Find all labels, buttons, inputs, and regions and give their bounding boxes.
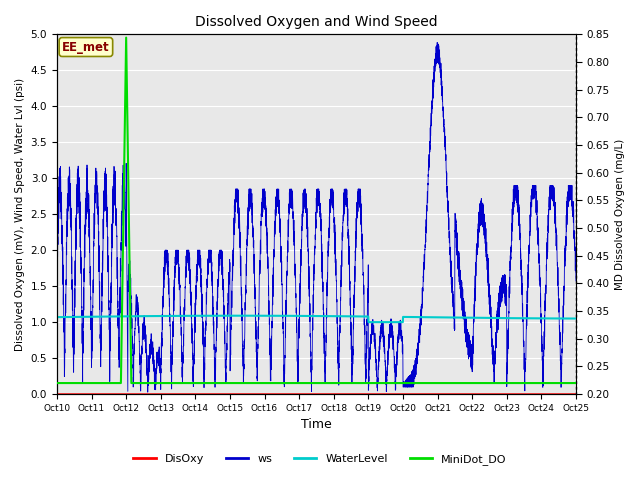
X-axis label: Time: Time [301,419,332,432]
Legend: DisOxy, ws, WaterLevel, MiniDot_DO: DisOxy, ws, WaterLevel, MiniDot_DO [129,450,511,469]
Text: EE_met: EE_met [62,40,109,54]
Y-axis label: MD Dissolved Oxygen (mg/L): MD Dissolved Oxygen (mg/L) [615,139,625,290]
Y-axis label: Dissolved Oxygen (mV), Wind Speed, Water Lvl (psi): Dissolved Oxygen (mV), Wind Speed, Water… [15,78,25,351]
Title: Dissolved Oxygen and Wind Speed: Dissolved Oxygen and Wind Speed [195,15,438,29]
